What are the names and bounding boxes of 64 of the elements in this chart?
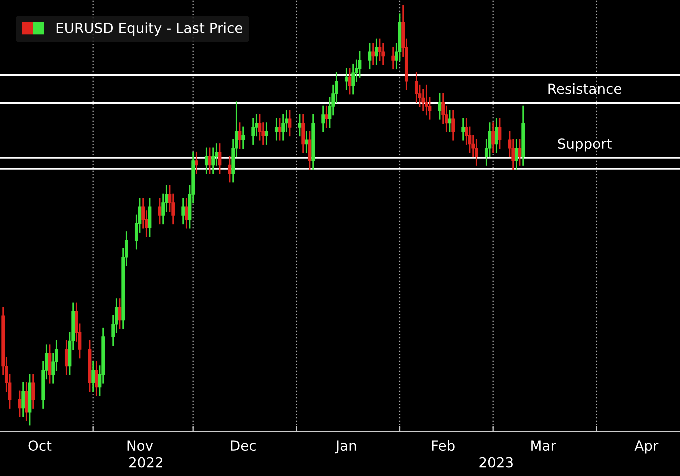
candlestick [438, 93, 442, 120]
x-tick-label: Oct [28, 440, 52, 452]
candlestick [24, 382, 28, 422]
candlestick [378, 38, 382, 62]
candlestick [514, 139, 518, 170]
candlestick [374, 38, 378, 66]
candlestick [228, 156, 232, 183]
candlestick [282, 114, 286, 141]
candlestick [264, 122, 268, 145]
ref-line-label: Support [558, 138, 612, 152]
candlestick [492, 122, 496, 154]
candlestick [194, 152, 198, 174]
x-tick-label: Nov [128, 440, 154, 452]
candlestick [352, 64, 356, 95]
candlestick [462, 118, 466, 141]
candlestick [324, 106, 328, 128]
ref-line-label: Resistance [548, 83, 622, 94]
candlestick [308, 131, 312, 170]
candlestick [18, 390, 22, 418]
candlestick [288, 110, 292, 137]
candlestick [368, 43, 372, 70]
text: 2023 [480, 457, 513, 468]
candlestick [382, 43, 386, 66]
candlestick [242, 126, 246, 150]
candlestick [304, 131, 308, 154]
candlestick [92, 361, 96, 392]
candlestick [64, 340, 68, 376]
candlestick [278, 118, 282, 141]
candlestick [158, 198, 162, 225]
candlestick [358, 51, 362, 78]
candlestick [184, 198, 188, 229]
candlestick [414, 72, 418, 104]
candlestick [322, 106, 326, 132]
candlestick [518, 139, 522, 166]
candlestick [452, 110, 456, 141]
x-tick-label: Feb [432, 440, 455, 452]
candlestick [392, 47, 396, 70]
candlestick [182, 198, 186, 225]
candlestick [344, 68, 348, 90]
x-tick-label: Apr [634, 440, 659, 454]
candlestick [298, 114, 302, 137]
candlestick [32, 374, 36, 409]
x-tick-label: Jan [335, 440, 356, 454]
candlestick [212, 148, 216, 174]
candlestick [238, 122, 242, 150]
candlestick [204, 148, 208, 174]
x-tick-label: Mar [532, 440, 556, 452]
candlestick [498, 118, 502, 150]
text: 2022 [130, 457, 162, 468]
candlestick [422, 89, 426, 112]
candlestick [348, 68, 352, 95]
candlestick [424, 84, 428, 116]
candlestick [208, 148, 212, 174]
candlestick [274, 118, 278, 141]
candlestick [302, 114, 306, 154]
legend-label: EURUSD Equity - Last Price [56, 22, 242, 36]
candlestick [258, 114, 262, 141]
x-tick-label: Dec [231, 440, 256, 452]
candlestick [372, 43, 376, 66]
candlestick [494, 118, 498, 154]
candlestick [22, 382, 26, 418]
candlestick [94, 361, 98, 396]
candlestick [474, 139, 478, 166]
candlestick [252, 118, 256, 145]
